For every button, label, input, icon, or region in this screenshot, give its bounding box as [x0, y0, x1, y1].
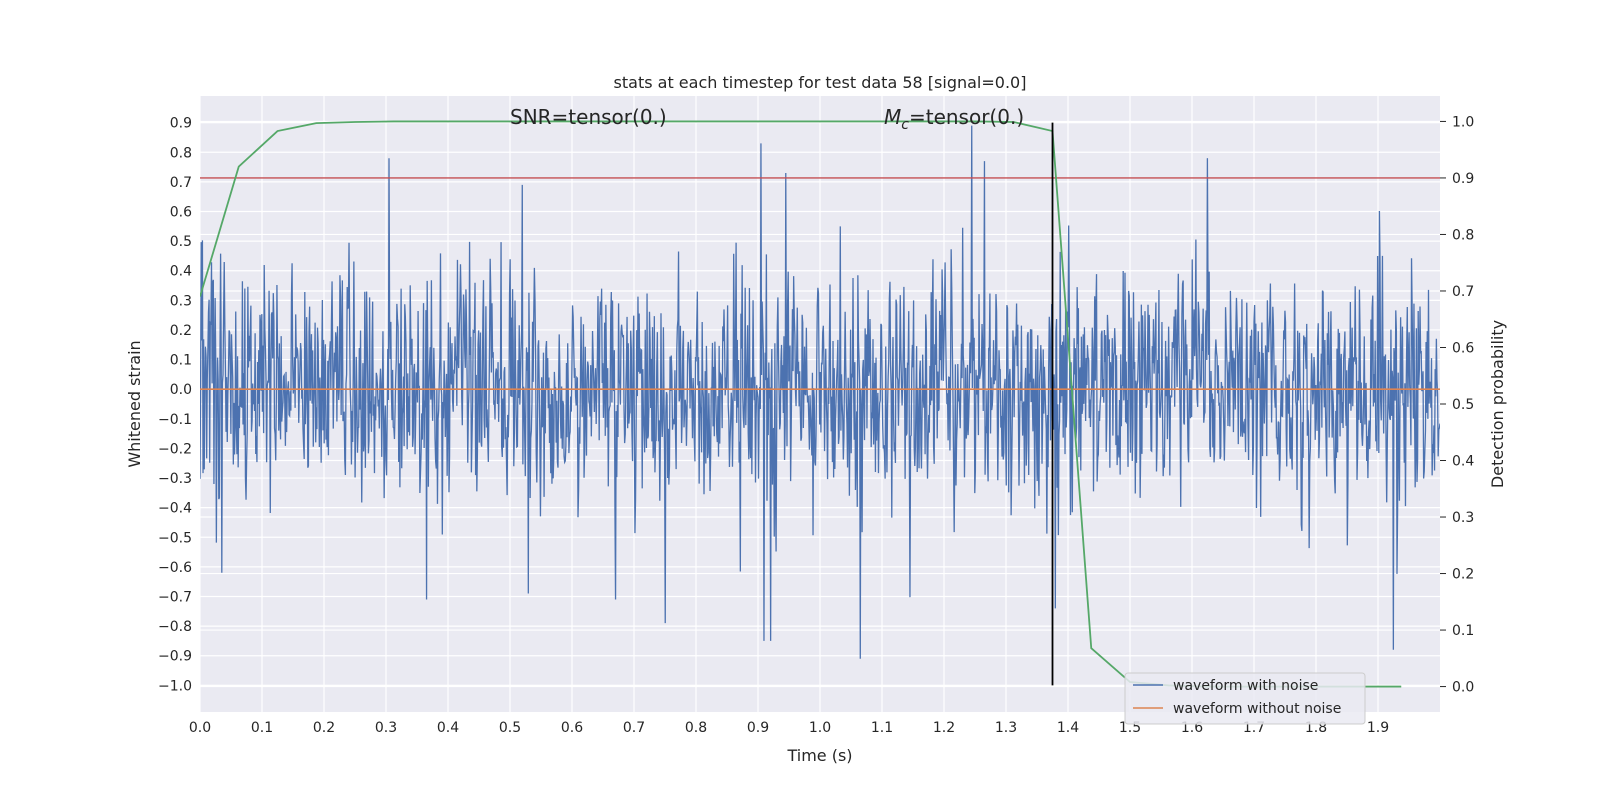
- y-right-tick-label: 0.0: [1452, 680, 1474, 696]
- x-tick-label: 0.4: [437, 720, 459, 736]
- x-tick-label: 0.0: [189, 720, 211, 736]
- y-left-tick-label: 0.5: [170, 234, 192, 250]
- legend-noise-label: waveform with noise: [1173, 678, 1318, 694]
- y-left-tick-label: −0.1: [158, 412, 192, 428]
- y-left-tick-label: −0.2: [158, 441, 192, 457]
- x-tick-label: 0.7: [623, 720, 645, 736]
- y-right-tick-label: 0.3: [1452, 510, 1474, 526]
- x-tick-label: 1.4: [1057, 720, 1079, 736]
- y-right-tick-label: 0.5: [1452, 397, 1474, 413]
- y-left-tick-label: −0.3: [158, 471, 192, 487]
- x-axis-label: Time (s): [786, 746, 852, 765]
- legend-box: [1124, 672, 1366, 725]
- legend: waveform with noise waveform without noi…: [1124, 672, 1366, 725]
- y-left-tick-label: 0.2: [170, 323, 192, 339]
- x-tick-label: 0.1: [251, 720, 273, 736]
- y-left-tick-label: −0.4: [158, 501, 192, 517]
- chart-title: stats at each timestep for test data 58 …: [614, 73, 1027, 92]
- x-tick-label: 0.2: [313, 720, 335, 736]
- y-left-tick-label: −1.0: [158, 678, 192, 694]
- x-tick-label: 1.1: [871, 720, 893, 736]
- mc-subscript: c: [901, 117, 909, 133]
- y-left-tick-label: 0.9: [170, 116, 192, 132]
- y-left-tick-label: 0.4: [170, 264, 192, 280]
- y-left-tick-label: −0.5: [158, 530, 192, 546]
- x-tick-label: 0.6: [561, 720, 583, 736]
- y-left-tick-label: 0.6: [170, 205, 192, 221]
- waveform-with-noise-line: [200, 125, 1440, 659]
- y-left-tick-label: 0.3: [170, 293, 192, 309]
- x-tick-label: 1.2: [933, 720, 955, 736]
- legend-clean-label: waveform without noise: [1173, 701, 1341, 717]
- y-right-tick-label: 0.1: [1452, 623, 1474, 639]
- y-left-tick-label: −0.8: [158, 619, 192, 635]
- y-left-tick-label: 0.0: [170, 382, 192, 398]
- x-tick-label: 0.3: [375, 720, 397, 736]
- x-tick-label: 0.8: [685, 720, 707, 736]
- x-tick-label: 0.5: [499, 720, 521, 736]
- y-left-tick-label: −0.7: [158, 590, 192, 606]
- snr-annotation: SNR=tensor(0.): [510, 105, 667, 129]
- y-right-tick-label: 0.8: [1452, 227, 1474, 243]
- y-left-axis-ticks: 0.9 0.8 0.7 0.6 0.5 0.4 0.3 0.2 0.1 0.0 −0.1 −0.2 −0…: [158, 116, 192, 695]
- y-left-tick-label: −0.9: [158, 649, 192, 665]
- y-left-tick-label: 0.8: [170, 145, 192, 161]
- x-tick-label: 1.9: [1367, 720, 1389, 736]
- y-left-tick-label: 0.7: [170, 175, 192, 191]
- x-tick-label: 0.9: [747, 720, 769, 736]
- series-layer: [200, 120, 1440, 688]
- mc-symbol: M: [884, 105, 901, 129]
- x-tick-label: 1.0: [809, 720, 831, 736]
- y-right-tick-label: 0.6: [1452, 340, 1474, 356]
- y-left-tick-label: −0.6: [158, 560, 192, 576]
- y-right-axis-label: Detection probability: [1488, 320, 1507, 488]
- y-left-tick-label: 0.1: [170, 353, 192, 369]
- mc-value: =tensor(0.): [909, 105, 1024, 129]
- x-axis-ticks: 0.0 0.1 0.2 0.3 0.4 0.5 0.6 0.7 0.8 0.9 1.0 1.1 1.2 1…: [189, 720, 1389, 736]
- y-right-tick-label: 0.2: [1452, 567, 1474, 583]
- y-right-axis-ticks: 1.0 0.9 0.8 0.7 0.6 0.5 0.4 0.3 0.2 0.1 0.0: [1440, 114, 1474, 696]
- y-right-tick-label: 0.4: [1452, 454, 1474, 470]
- mc-annotation: Mc=tensor(0.): [884, 105, 1024, 133]
- y-left-axis-label: Whitened strain: [125, 340, 144, 467]
- y-right-tick-label: 1.0: [1452, 114, 1474, 130]
- x-tick-label: 1.3: [995, 720, 1017, 736]
- y-right-tick-label: 0.7: [1452, 284, 1474, 300]
- y-right-tick-label: 0.9: [1452, 171, 1474, 187]
